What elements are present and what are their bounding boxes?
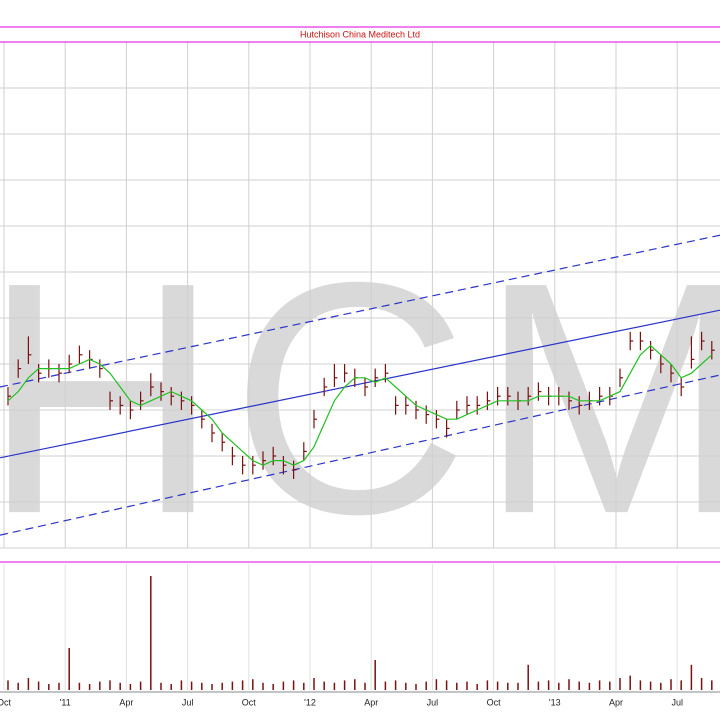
x-tick-label: '12 [304, 697, 316, 707]
chart-title: Hutchison China Meditech Ltd [300, 29, 420, 39]
trendline [0, 309, 720, 459]
x-tick-label: Oct [487, 697, 502, 707]
x-tick-label: Apr [364, 697, 378, 707]
x-tick-label: Apr [609, 697, 623, 707]
trendline [0, 234, 720, 388]
x-tick-label: Jul [182, 697, 194, 707]
watermark: HCM [0, 213, 720, 582]
x-tick-label: Jul [427, 697, 439, 707]
x-tick-label: Jul [671, 697, 683, 707]
x-tick-label: Apr [119, 697, 133, 707]
x-tick-label: Oct [242, 697, 257, 707]
x-tick-label: '11 [60, 697, 71, 707]
x-tick-label: Oct [0, 697, 11, 707]
x-tick-label: '13 [549, 697, 561, 707]
moving-average [7, 344, 713, 466]
